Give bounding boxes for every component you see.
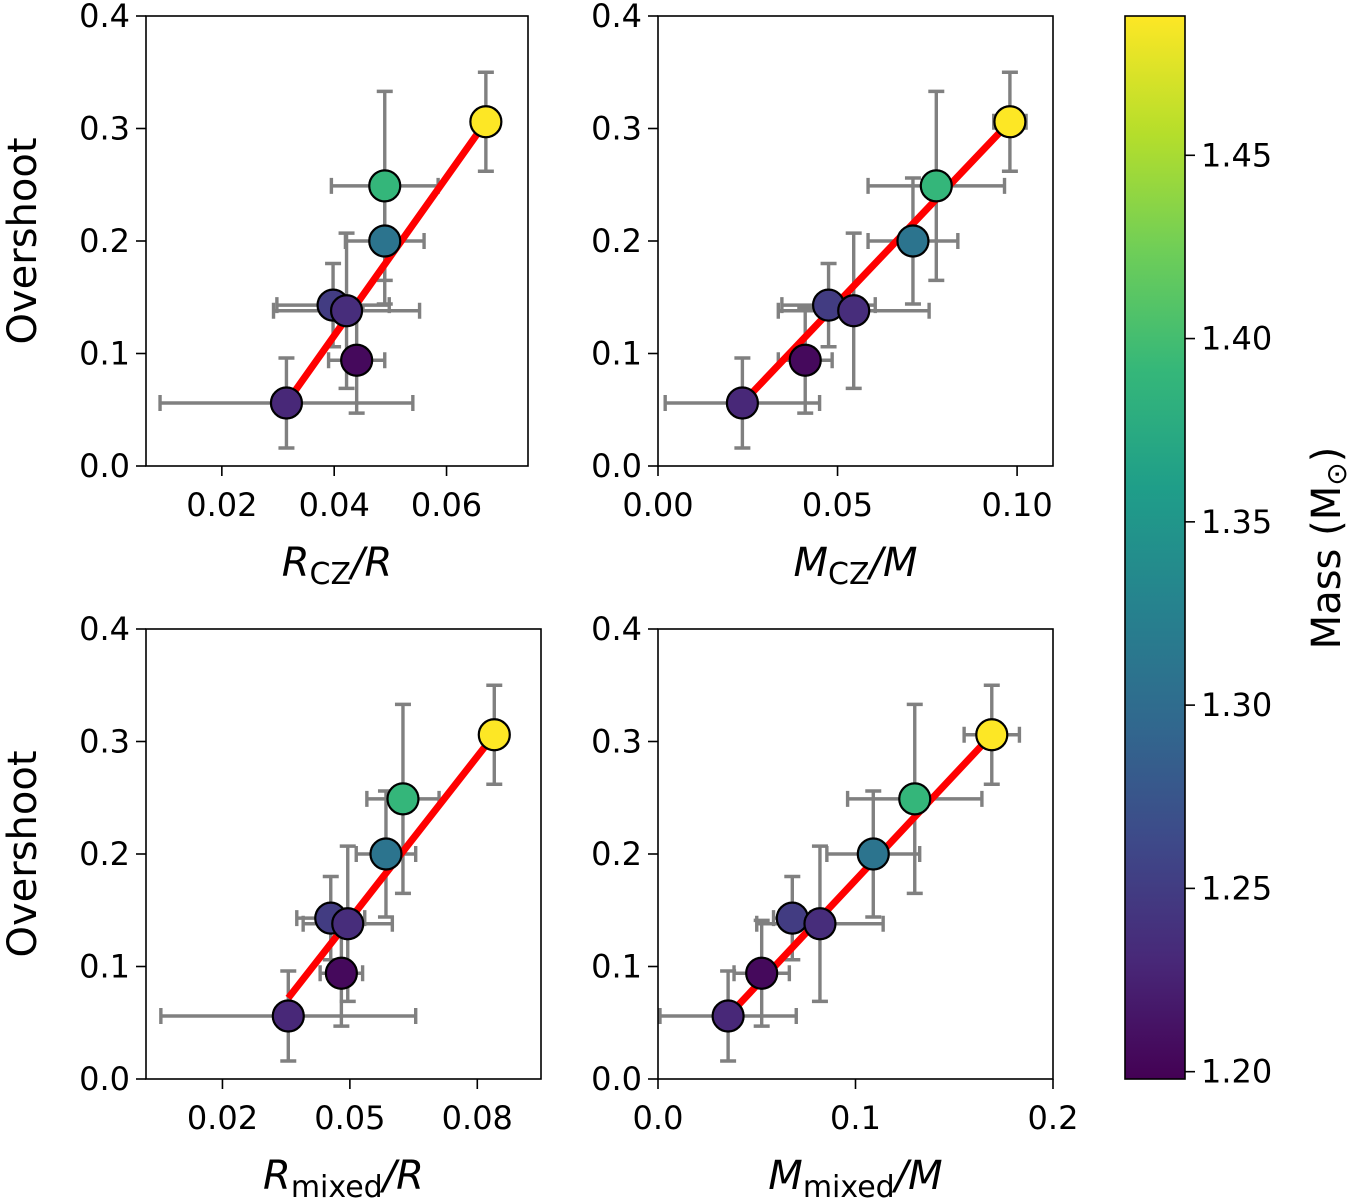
data-point <box>788 343 822 377</box>
y-tick-label: 0.3 <box>79 110 130 148</box>
data-point <box>477 718 511 752</box>
y-tick-label: 0.2 <box>79 222 130 260</box>
y-tick-label: 0.1 <box>591 948 642 986</box>
y-tick-label: 0.1 <box>79 948 130 986</box>
x-tick-label: 0.06 <box>411 486 482 524</box>
colorbar-tick-label: 1.25 <box>1201 869 1272 907</box>
colorbar-tick-label: 1.30 <box>1201 686 1272 724</box>
x-axis-label: RCZ/R <box>282 540 393 592</box>
axes-frame <box>657 15 1054 467</box>
data-point <box>775 901 809 935</box>
x-tick-label: 0.04 <box>299 486 370 524</box>
x-tick-label: 0.05 <box>802 486 873 524</box>
y-tick-label: 0.4 <box>591 0 642 35</box>
fit-line <box>283 119 489 406</box>
data-point <box>898 782 932 816</box>
y-tick-label: 0.1 <box>591 335 642 373</box>
y-tick-label: 0.2 <box>591 835 642 873</box>
y-tick-label: 0.3 <box>591 723 642 761</box>
data-point <box>919 169 953 203</box>
data-point <box>271 999 305 1033</box>
data-point <box>896 224 930 258</box>
colorbar-ticks: 1.20 1.25 1.30 1.35 1.40 1.45 <box>1185 136 1272 1091</box>
y-tick-label: 0.2 <box>591 222 642 260</box>
x-tick-label: 0.00 <box>622 486 693 524</box>
colorbar-tick-label: 1.20 <box>1201 1053 1272 1091</box>
plot-area <box>658 683 1022 1063</box>
y-tick-label: 0.4 <box>79 610 130 648</box>
y-tick-label: 0.3 <box>79 723 130 761</box>
y-tick-label: 0.1 <box>79 335 130 373</box>
ylabel-row2: Overshoot <box>0 750 46 957</box>
x-tick-label: 0.0 <box>633 1099 684 1137</box>
fit-line <box>739 119 1013 406</box>
data-point <box>269 386 304 420</box>
data-point <box>329 294 364 328</box>
x-axis-label: Mmixed/M <box>768 1153 942 1198</box>
data-point <box>469 105 503 139</box>
colorbar-tick-label: 1.45 <box>1201 136 1272 174</box>
y-tick-label: 0.0 <box>591 447 642 485</box>
data-point <box>368 169 402 203</box>
panel-mmixed: 0.0 0.1 0.2 0.3 0.4 0.0 0.1 0.2 Mmixed/M <box>591 610 1078 1198</box>
x-axis-label: Rmixed/R <box>263 1153 424 1198</box>
ylabel-row1: Overshoot <box>0 137 46 344</box>
y-tick-label: 0.0 <box>591 1060 642 1098</box>
axes-frame <box>145 628 542 1080</box>
x-tick-label: 0.02 <box>187 1099 258 1137</box>
x-tick-label: 0.2 <box>1028 1099 1079 1137</box>
colorbar-label: Mass (M⊙) <box>1304 447 1350 650</box>
x-tick-label: 0.1 <box>830 1099 881 1137</box>
x-tick-label: 0.08 <box>442 1099 513 1137</box>
panel-mcz: 0.0 0.1 0.2 0.3 0.4 0.00 0.05 0.10 MCZ/M <box>591 0 1054 592</box>
y-tick-label: 0.4 <box>591 610 642 648</box>
data-point <box>369 837 403 871</box>
x-tick-label: 0.05 <box>314 1099 385 1137</box>
data-point <box>324 956 358 990</box>
panel-rcz: 0.0 0.1 0.2 0.3 0.4 0.02 0.04 0.06 RCZ/R <box>79 0 529 592</box>
data-point <box>331 907 365 941</box>
y-tick-label: 0.0 <box>79 1060 130 1098</box>
data-point <box>368 224 402 258</box>
data-point <box>725 386 759 420</box>
panels: 0.00.10.20.30.40.02 0.04 0.06RCZ/R0.00.10.… <box>79 0 1078 1198</box>
axes-frame <box>145 15 529 467</box>
y-tick-label: 0.4 <box>79 0 130 35</box>
x-tick-label: 0.10 <box>981 486 1052 524</box>
data-point <box>993 105 1027 139</box>
x-axis-label: MCZ/M <box>793 540 917 592</box>
data-point <box>803 907 837 941</box>
y-tick-label: 0.0 <box>79 447 130 485</box>
y-tick-label: 0.3 <box>591 110 642 148</box>
x-tick-label: 0.02 <box>186 486 257 524</box>
data-point <box>386 782 420 816</box>
plot-area <box>158 70 503 450</box>
y-tick-label: 0.2 <box>79 835 130 873</box>
colorbar: 1.20 1.25 1.30 1.35 1.40 1.45 Mass (M⊙) <box>1124 15 1350 1091</box>
data-point <box>711 999 745 1033</box>
colorbar-tick-label: 1.40 <box>1201 320 1272 358</box>
colorbar-tick-label: 1.35 <box>1201 503 1272 541</box>
data-point <box>745 956 779 990</box>
axes-frame <box>657 628 1054 1080</box>
panel-rmixed: 0.0 0.1 0.2 0.3 0.4 0.02 0.05 0.08 Rmixed/R <box>79 610 542 1198</box>
data-point <box>856 837 890 871</box>
plot-area <box>663 70 1028 450</box>
data-point <box>975 718 1009 752</box>
data-point <box>340 343 374 377</box>
plot-area <box>159 683 511 1063</box>
data-point <box>837 294 871 328</box>
colorbar-gradient <box>1124 15 1186 1080</box>
